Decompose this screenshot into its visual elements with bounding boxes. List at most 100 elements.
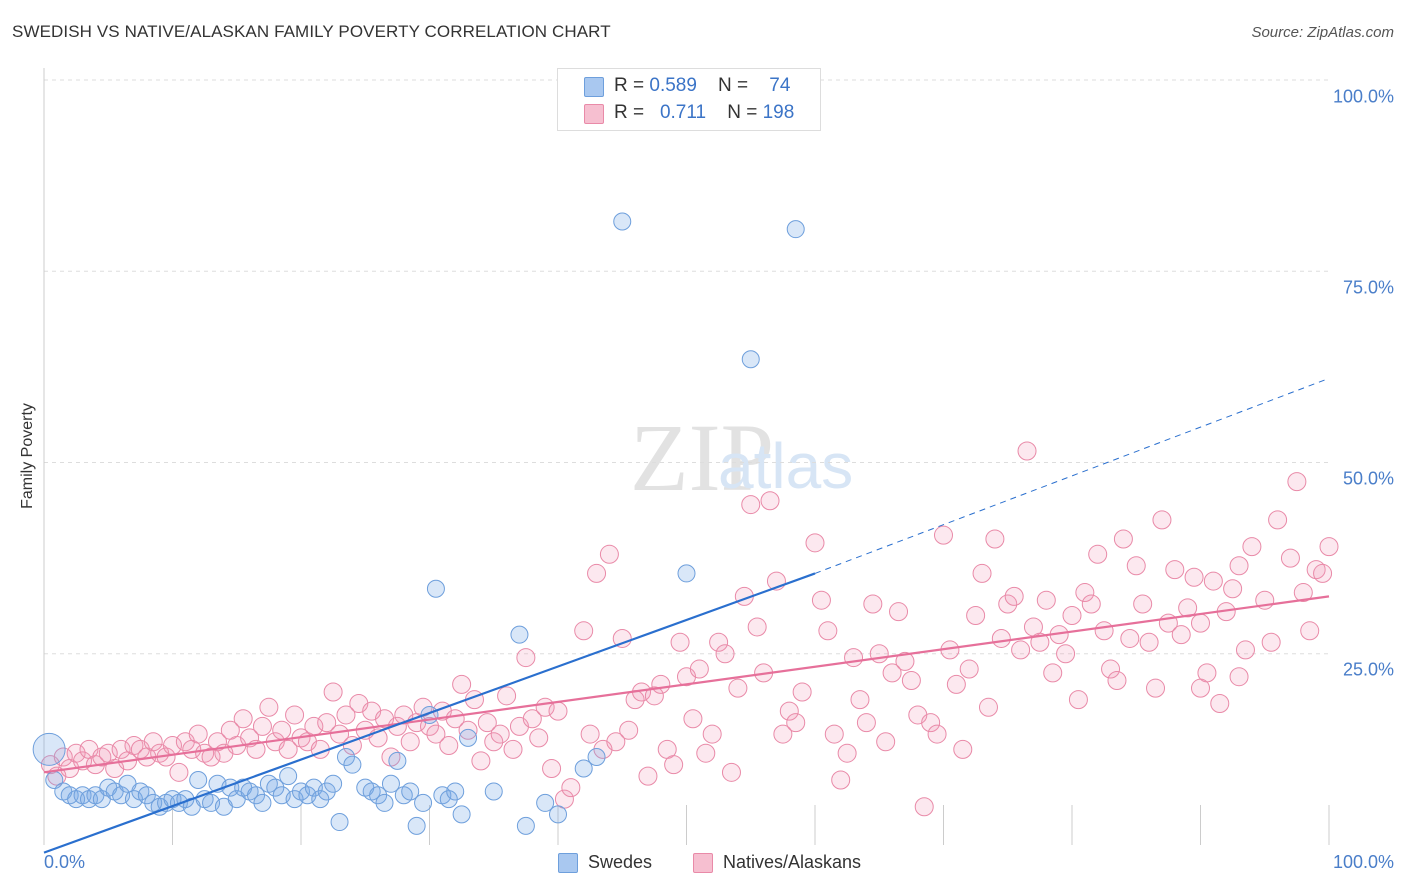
natives-point	[323, 682, 343, 702]
natives-point	[696, 743, 716, 763]
swedes-point	[189, 770, 208, 789]
natives-point	[927, 724, 947, 744]
natives-point	[1036, 590, 1056, 610]
natives-point	[747, 617, 767, 637]
natives-point	[561, 778, 581, 798]
natives-point	[445, 709, 465, 729]
natives-point	[709, 632, 729, 652]
natives-point	[400, 732, 420, 752]
natives-point	[831, 770, 851, 790]
natives-trendline	[43, 595, 1330, 774]
natives-point	[458, 720, 478, 740]
swedes-legend-swatch	[558, 853, 578, 873]
natives-point	[1120, 628, 1140, 648]
swedes-point	[317, 782, 336, 801]
natives-point	[542, 759, 562, 778]
natives-point	[953, 739, 973, 759]
natives-point	[1229, 556, 1249, 576]
natives-point	[522, 709, 542, 729]
natives-point	[259, 697, 279, 717]
natives-point	[1056, 644, 1076, 664]
natives-point	[1062, 606, 1082, 625]
natives-point	[278, 739, 298, 759]
natives-point	[824, 724, 844, 744]
swedes-point	[330, 813, 349, 832]
natives-point	[1229, 667, 1249, 687]
natives-point	[1113, 529, 1133, 549]
swedes-point	[484, 782, 503, 801]
swedes-point	[459, 728, 478, 747]
natives-point	[1043, 663, 1063, 683]
swedes-swatch	[584, 77, 604, 97]
natives-point	[426, 724, 446, 744]
natives-point	[1191, 678, 1210, 698]
natives-point	[644, 686, 664, 706]
swedes-point	[336, 748, 355, 767]
natives-point	[1126, 556, 1146, 576]
swedes-trendline	[43, 572, 816, 854]
natives-point	[1203, 571, 1223, 591]
swedes-point	[786, 220, 805, 239]
watermark-zip: ZIP	[630, 404, 774, 511]
swedes-point	[741, 350, 760, 369]
swedes-point	[32, 732, 66, 766]
natives-point	[702, 724, 722, 744]
natives-point	[1088, 544, 1108, 564]
natives-point	[272, 720, 292, 740]
natives-point	[792, 682, 812, 702]
natives-point	[811, 590, 831, 610]
natives-point	[972, 563, 992, 583]
natives-point	[715, 644, 735, 664]
natives-point	[1094, 621, 1114, 641]
natives-point	[580, 724, 600, 744]
natives-point	[978, 697, 998, 717]
natives-point	[336, 705, 356, 725]
swedes-point	[253, 793, 272, 812]
natives-point	[1152, 510, 1172, 530]
swedes-legend-label: Swedes	[588, 852, 653, 872]
watermark-atlas: atlas	[718, 430, 853, 502]
natives-point	[342, 736, 362, 756]
natives-point	[612, 628, 632, 648]
legend-stats-natives: R = 0.711 N = 198	[614, 102, 795, 123]
natives-point	[1300, 621, 1320, 641]
swedes-point	[426, 579, 445, 598]
natives-point	[844, 648, 864, 668]
natives-point	[882, 663, 902, 683]
natives-point	[285, 705, 305, 725]
natives-point	[876, 732, 896, 752]
natives-point	[1139, 632, 1159, 652]
natives-point	[1011, 640, 1031, 660]
swedes-point	[324, 774, 343, 793]
swedes-point	[574, 759, 593, 778]
correlation-legend: R = 0.589 N = 74 R = 0.711 N = 198	[557, 68, 821, 131]
natives-point	[548, 701, 568, 721]
natives-point	[1184, 567, 1204, 587]
natives-point	[111, 739, 131, 759]
swedes-trendline-extension	[814, 377, 1330, 574]
natives-point	[670, 632, 690, 652]
natives-point	[901, 671, 921, 691]
legend-stats-swedes: R = 0.589 N = 74	[614, 75, 791, 96]
natives-point	[143, 732, 163, 752]
natives-point	[477, 713, 497, 733]
natives-point	[169, 762, 189, 782]
natives-point	[1165, 560, 1185, 580]
natives-point	[869, 644, 889, 664]
natives-point	[529, 728, 549, 748]
natives-point	[490, 724, 510, 744]
natives-point	[856, 713, 876, 733]
natives-point	[773, 724, 793, 744]
swedes-point	[369, 786, 388, 805]
y-tick-label: 75.0%	[1342, 277, 1394, 298]
source-label[interactable]: Source: ZipAtlas.com	[1251, 24, 1394, 41]
natives-point	[1017, 441, 1037, 461]
x-tick-label: 100.0%	[1332, 852, 1394, 872]
natives-point	[240, 728, 260, 748]
swedes-point	[549, 805, 567, 824]
natives-point	[786, 713, 806, 733]
swedes-point	[137, 786, 156, 805]
natives-point	[1133, 594, 1153, 614]
swedes-point	[279, 767, 298, 786]
